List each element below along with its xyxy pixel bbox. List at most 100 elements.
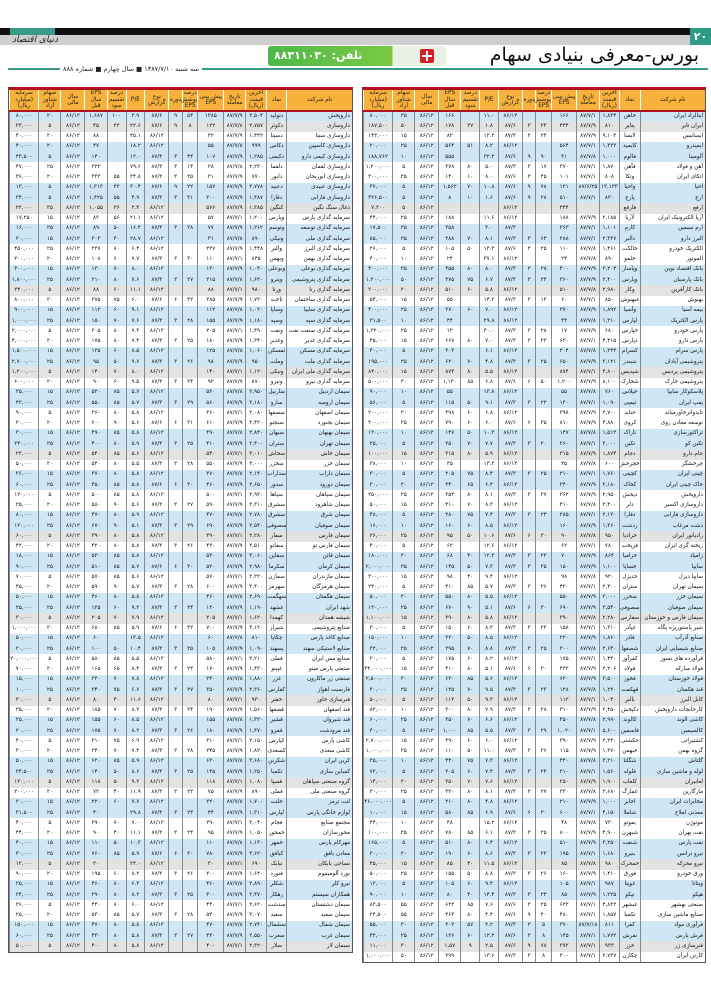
table-cell: [535, 695, 552, 706]
table-cell: ۱,۷۰۰: [245, 797, 267, 808]
table-cell: ۸۷/۷/۸: [223, 551, 246, 562]
table-cell: ۲,۷۰۰,۰۰۰: [8, 357, 39, 368]
table-row: پتروشیمی پردیس شپدیس ۴,۸۰۰ ۸۷/۷/۱ ۸۷۴ ۸۶/۱۲ ۵.…: [362, 367, 705, 378]
table-cell: [535, 838, 552, 849]
table-cell: ۲۹: [535, 726, 552, 737]
table-cell: ۱,۳۶۰: [598, 521, 620, 532]
table-cell: ۱۹۵: [84, 869, 108, 880]
table-cell: ۶۸۰: [598, 326, 620, 337]
table-cell: دعبید: [265, 182, 287, 193]
table-cell: ورنا: [265, 285, 287, 296]
table-cell: ۶.۴: [479, 480, 499, 491]
table-cell: ۸۶/۱۲: [60, 890, 85, 901]
table-cell: ۹: [168, 111, 183, 122]
company-name-cell: سیمان تهران: [286, 439, 352, 450]
table-cell: ۴۰: [460, 551, 480, 562]
table-cell: ۸۷/۷/۸: [223, 674, 246, 685]
table-cell: [168, 797, 183, 808]
table-cell: فآهن: [619, 162, 641, 173]
table-cell: ۸۰: [460, 797, 480, 808]
table-row: ایمیدرو کایمید ۱,۳۳۳ ۸۷/۷/۱ ۵۶۴ ۸۶/۱۲ ۸.۲ ۵۱ ۵۶۴…: [362, 141, 705, 152]
stock-table-right: نام شرکت نماد آخرین قیمت (ریال) تاریخ معامل…: [362, 87, 706, 963]
table-cell: ۲۰,۰۰۰: [8, 418, 39, 429]
table-cell: ۳,۰۷۰: [245, 910, 267, 921]
table-cell: ۱۸۰,۰۰۰: [362, 551, 393, 562]
table-cell: ۸۶/۱۲: [414, 234, 439, 245]
table-cell: [168, 838, 183, 849]
table-cell: ۱,۰۰۰,۰۰۰: [8, 316, 39, 327]
table-cell: ۵: [392, 244, 415, 255]
table-cell: ۱,۸۷۰: [598, 162, 620, 173]
table-cell: دلر: [619, 500, 641, 511]
table-cell: ۲۰: [38, 869, 61, 880]
table-cell: ۲۰۵: [84, 613, 108, 624]
table-cell: ۸۷/۷/۸: [223, 346, 246, 357]
table-cell: ۱۵: [392, 449, 415, 460]
table-cell: ۵: [38, 736, 61, 747]
table-cell: ۴۸: [550, 818, 577, 829]
table-cell: ۶۲۰: [438, 674, 461, 685]
table-cell: ۱۲.۶: [479, 541, 499, 552]
table-cell: ونیرو: [265, 377, 287, 388]
table-cell: ۸۶/۱۲: [144, 449, 169, 460]
table-cell: [168, 572, 183, 583]
table-cell: ۸۶/۱۲: [60, 910, 85, 921]
table-cell: وبهمن: [265, 254, 287, 265]
table-cell: ۵: [38, 408, 61, 419]
table-cell: ۴,۸۸۰: [598, 418, 620, 429]
table-cell: ۶.۸: [479, 377, 499, 388]
table-cell: ۱۵: [38, 879, 61, 890]
table-cell: ۲۴: [181, 603, 198, 614]
table-cell: [521, 387, 536, 398]
table-cell: ۴۰: [106, 695, 126, 706]
table-cell: ۱۲.۳: [479, 131, 499, 142]
table-cell: ۳: [168, 869, 183, 880]
table-cell: ۲,۳۴۰: [598, 736, 620, 747]
table-cell: ۵۵۰: [197, 459, 224, 470]
table-cell: ۸.۵: [125, 715, 145, 726]
table-cell: ۸۶/۱۲: [414, 193, 439, 204]
table-cell: ۲۴۰: [84, 746, 108, 757]
table-row: سرمایه گذاری بوعلی وبوعلی ۱,۰۴۰ ۸۷/۷/۹ ۱۳۰ ۸۶…: [8, 264, 352, 275]
table-cell: ۸۷/۳: [497, 326, 523, 337]
table-cell: ۲۶: [535, 746, 552, 757]
table-cell: ۸۶/۱۲: [60, 777, 85, 788]
table-cell: ۱,۳۱۰: [598, 623, 620, 634]
table-cell: ۷۰: [460, 234, 480, 245]
table-cell: ۸۶/۱۲: [60, 316, 85, 327]
table-cell: ۸۷/۷/۹: [223, 910, 246, 921]
table-cell: ۹۰: [106, 418, 126, 429]
table-cell: ۶: [521, 377, 536, 388]
table-cell: ۶.۹: [479, 808, 499, 819]
column-header: پیش بینی EPS: [550, 90, 577, 112]
table-cell: رهکار: [265, 890, 287, 901]
company-name-cell: سیمان اردبیل: [286, 387, 352, 398]
table-cell: ۲۰: [38, 541, 61, 552]
table-cell: ۸۷/۷/۱: [576, 141, 600, 152]
table-cell: ۸۶/۱۲: [497, 715, 523, 726]
table-row: اتکای ایران وتکا ۸۰۸ ۸۷/۷/۱ ۱۰۱ ۴۵ ۳ ۸۷/۶ ۸.۰ ۱۰ ۱…: [362, 172, 705, 183]
company-name-cell: لعابیران: [639, 777, 705, 788]
company-name-cell: بانک اقتصاد نوین: [639, 264, 705, 275]
table-cell: ۳,۰۰۰: [598, 592, 620, 603]
company-name-cell: داروسازی لقمان: [286, 162, 352, 173]
column-header: آخرین قیمت (ریال): [598, 90, 620, 112]
table-cell: ۸۷/۷/۱: [576, 398, 600, 409]
table-cell: ۸۷/۷/۱: [223, 777, 246, 788]
table-row: لوله و ماشین سازی فلوله ۱,۵۶۰ ۸۷/۷/۱ ۲۱۰ ۲۴ ۳ ۸…: [362, 767, 705, 778]
company-name-cell: زامیاد: [639, 551, 705, 562]
table-cell: ۸۶/۱۲: [60, 428, 85, 439]
table-cell: ۲۰: [392, 674, 415, 685]
table-cell: ۲۷: [181, 931, 198, 942]
table-cell: [181, 572, 198, 583]
table-cell: ۳: [521, 264, 536, 275]
table-cell: ۸۶/۱۲: [414, 787, 439, 798]
table-cell: سفید: [265, 910, 287, 921]
table-cell: ۸۶/۱۲: [60, 726, 85, 737]
table-cell: ۲۸: [535, 326, 552, 337]
table-cell: ۵.۸: [125, 490, 145, 501]
table-cell: شپدیس: [619, 367, 641, 378]
table-cell: ۸۷/۳: [497, 705, 523, 716]
table-cell: ۵: [38, 193, 61, 204]
table-cell: ۸۰۸: [598, 172, 620, 183]
